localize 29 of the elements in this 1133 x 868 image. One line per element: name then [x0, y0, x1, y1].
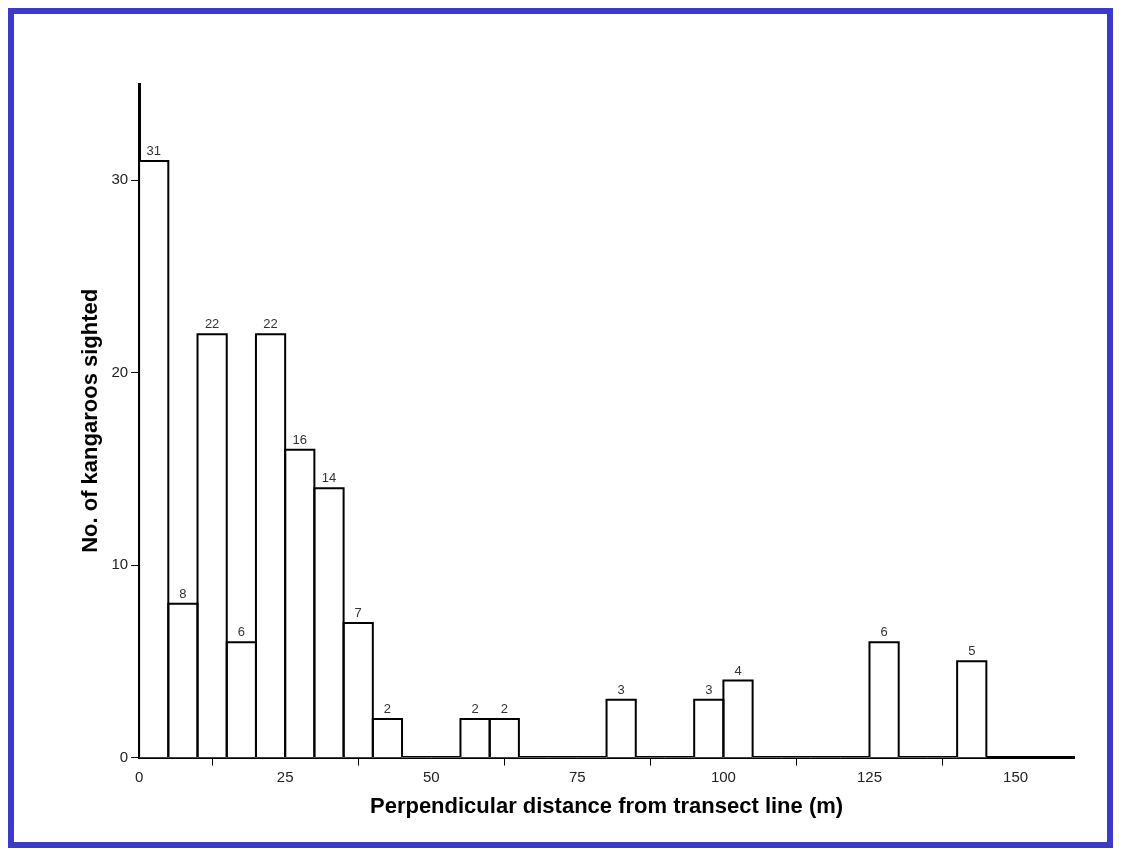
x-tick-label: 100	[710, 767, 736, 785]
x-tick-label: 150	[1003, 767, 1029, 785]
y-tick-label: 10	[111, 555, 129, 573]
data-label: 5	[968, 643, 976, 659]
x-tick-label: 25	[276, 767, 294, 785]
x-tick-label: 0	[134, 767, 144, 785]
data-label: 31	[146, 143, 161, 159]
data-label: 2	[471, 701, 479, 717]
y-axis-title: No. of kangaroos sighted	[77, 288, 103, 553]
x-axis-title: Perpendicular distance from transect line (m)	[369, 792, 844, 818]
data-label: 14	[321, 470, 337, 486]
data-label: 6	[237, 624, 245, 640]
data-label: 22	[263, 316, 278, 332]
data-label: 2	[383, 701, 392, 717]
data-label: 4	[734, 662, 742, 678]
data-label: 8	[179, 585, 187, 601]
x-tick-label: 50	[422, 767, 440, 785]
x-tick-label: 125	[856, 767, 882, 785]
y-tick-label: 30	[111, 170, 129, 188]
data-label: 2	[500, 701, 508, 717]
y-tick-label: 0	[119, 747, 129, 765]
data-label: 6	[880, 624, 888, 640]
data-label: 16	[292, 431, 308, 447]
x-tick-label: 75	[568, 767, 586, 785]
data-label: 7	[354, 604, 362, 620]
y-tick-label: 20	[111, 362, 129, 380]
data-label: 22	[204, 316, 220, 332]
data-label: 3	[705, 681, 713, 697]
data-label: 3	[617, 681, 625, 697]
